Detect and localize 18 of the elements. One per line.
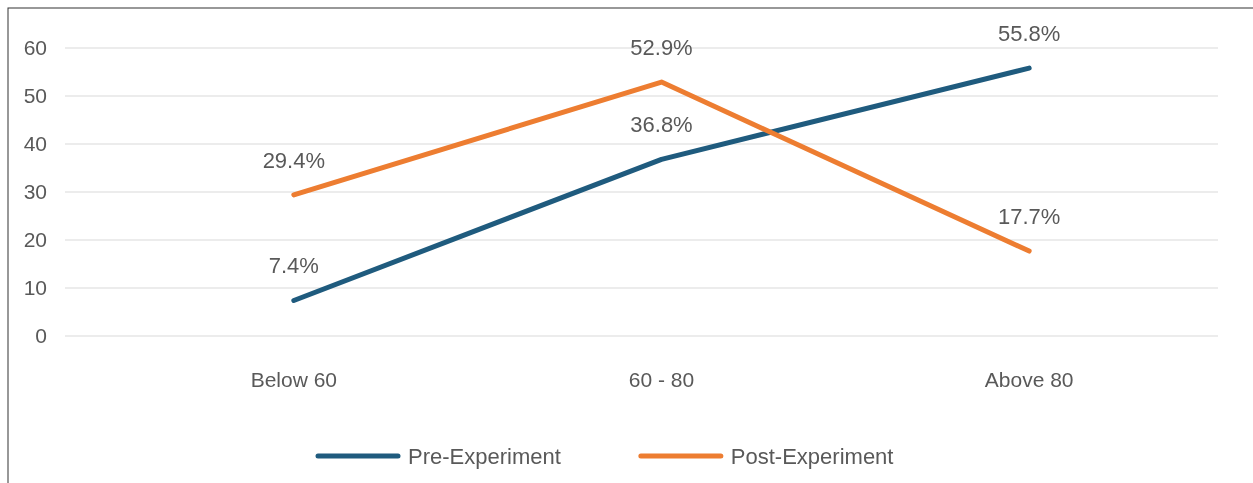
legend-label: Pre-Experiment: [408, 444, 561, 469]
y-tick-label: 10: [23, 276, 47, 300]
y-tick-label: 50: [23, 84, 47, 108]
y-tick-label: 30: [23, 180, 47, 204]
data-label: 52.9%: [630, 35, 693, 61]
y-tick-label: 20: [23, 228, 47, 252]
y-tick-label: 60: [23, 36, 47, 60]
data-label: 29.4%: [262, 147, 326, 173]
x-tick-label: 60 - 80: [628, 367, 695, 391]
data-label: 36.8%: [630, 112, 693, 138]
x-tick-label: Below 60: [250, 367, 338, 391]
data-label: 55.8%: [997, 21, 1061, 47]
x-tick-label: Above 80: [984, 367, 1074, 391]
data-label: 7.4%: [268, 253, 319, 279]
legend-label: Post-Experiment: [730, 444, 894, 469]
data-label: 17.7%: [997, 204, 1061, 230]
y-tick-label: 40: [23, 132, 47, 156]
y-tick-label: 0: [35, 324, 47, 348]
